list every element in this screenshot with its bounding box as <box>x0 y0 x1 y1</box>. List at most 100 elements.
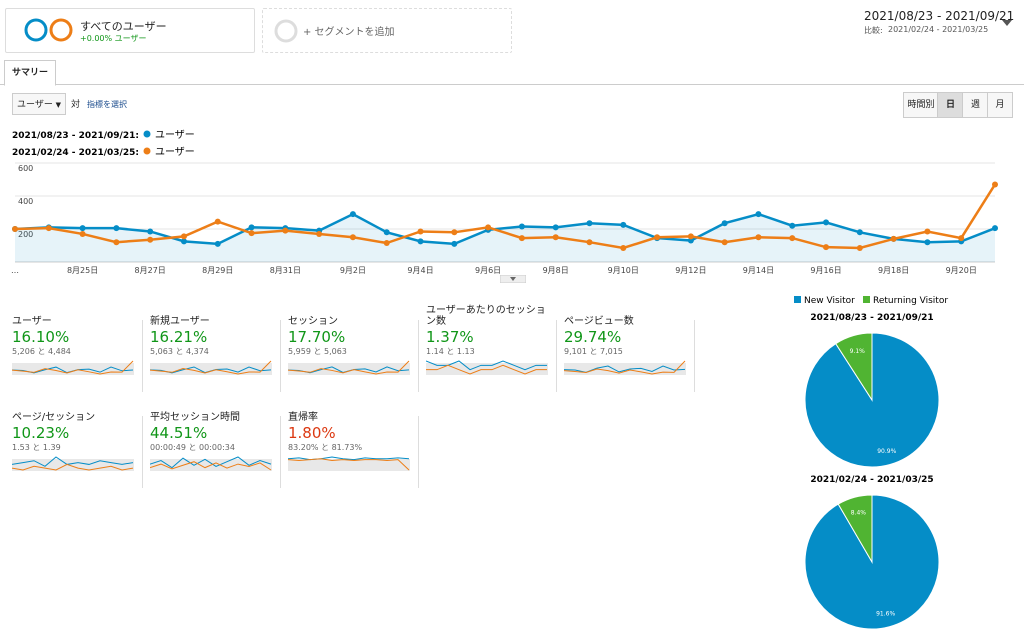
point <box>992 225 998 232</box>
point <box>316 230 323 237</box>
metric-change: 16.10% <box>12 328 70 346</box>
date-dropdown-arrow[interactable] <box>1002 20 1014 28</box>
segment-circle <box>24 18 48 42</box>
point <box>383 240 390 247</box>
metric-label: ユーザーあたりのセッション数 <box>426 305 546 327</box>
point <box>383 229 390 236</box>
granularity-button[interactable]: 週 <box>962 92 989 118</box>
tile-divider <box>556 320 557 392</box>
point <box>518 235 525 242</box>
granularity-button[interactable]: 時間別 <box>903 92 939 118</box>
x-tick-label: 9月8日 <box>543 266 569 275</box>
metric-detail: 83.20% と 81.73% <box>288 443 363 452</box>
pie-slice <box>835 332 873 402</box>
sparkline-bg <box>150 363 272 375</box>
y-tick-label: 200 <box>18 230 33 239</box>
x-tick-label: 8月31日 <box>270 266 301 275</box>
legend-period: 2021/08/23 - 2021/09/21: <box>12 131 139 141</box>
metric-change: 16.21% <box>150 328 208 346</box>
sparkline-bg <box>288 363 410 375</box>
x-tick-label: 9月14日 <box>743 266 774 275</box>
point <box>248 224 255 231</box>
sparkline <box>564 360 686 375</box>
segment-change: +0.00% ユーザー <box>80 34 147 43</box>
compare-range: 2021/02/24 - 2021/03/25 <box>888 25 989 34</box>
point <box>552 224 559 231</box>
metric-change: 29.74% <box>564 328 622 346</box>
select-metric[interactable]: 指標を選択 <box>87 100 127 109</box>
metric-label: ページビュー数 <box>564 316 634 327</box>
add-segment[interactable]: + セグメントを追加 <box>262 8 512 53</box>
point <box>586 239 593 246</box>
legend-name: ユーザー <box>155 129 195 141</box>
point <box>79 225 86 232</box>
sparkline-line <box>12 463 134 471</box>
x-tick-label: 9月12日 <box>675 266 706 275</box>
metric-label: ページ/セッション <box>12 412 96 423</box>
point <box>518 223 525 230</box>
point <box>451 229 458 236</box>
legend-label: Returning Visitor <box>873 296 948 306</box>
metric-change: 10.23% <box>12 424 70 442</box>
metric-name: ユーザー <box>17 100 53 110</box>
sparkline-line <box>288 458 410 471</box>
sparkline-line <box>12 456 134 467</box>
metric-label: 直帰率 <box>288 412 318 423</box>
point <box>654 234 661 241</box>
x-tick-label: 9月2日 <box>340 266 366 275</box>
summary-tab[interactable]: サマリー <box>4 60 56 86</box>
granularity-button[interactable]: 日 <box>937 92 964 118</box>
point <box>755 211 762 218</box>
x-tick-label: 9月6日 <box>475 266 501 275</box>
collapse-handle[interactable] <box>500 275 526 283</box>
segment-name: すべてのユーザー <box>80 20 167 33</box>
pie-slice <box>837 494 873 564</box>
granularity-button[interactable]: 月 <box>987 92 1013 118</box>
point <box>958 235 965 242</box>
legend-swatch <box>863 296 870 303</box>
point <box>924 239 931 246</box>
tile-divider <box>142 416 143 488</box>
add-circle <box>274 19 298 43</box>
metric-tile: ユーザーあたりのセッション数 1.37% 1.14 と 1.13 <box>426 305 554 383</box>
handle-arrow <box>510 277 516 281</box>
date-range[interactable]: 2021/08/23 - 2021/09/21 <box>864 9 1015 23</box>
sparkline-bg <box>564 363 686 375</box>
sparkline-line <box>426 364 547 375</box>
metric-change: 1.80% <box>288 424 336 442</box>
metric-dropdown[interactable]: ユーザー ▼ <box>12 93 66 115</box>
arrow <box>1002 20 1012 26</box>
legend-label: New Visitor <box>804 296 855 306</box>
metric-tile: 平均セッション時間 44.51% 00:00:49 と 00:00:34 <box>150 401 278 479</box>
line-chart: 2021/08/23 - 2021/09/21: ユーザー 2021/02/24 -… <box>11 129 998 275</box>
metric-detail: 5,959 と 5,063 <box>288 347 347 356</box>
legend-period: 2021/02/24 - 2021/03/25: <box>12 148 139 158</box>
y-tick-label: 600 <box>18 164 33 173</box>
sparkline-line <box>288 360 410 375</box>
point <box>349 234 356 241</box>
pie-value-label: 91.6% <box>876 610 895 617</box>
tile-divider <box>418 320 419 392</box>
segment-card[interactable]: すべてのユーザー +0.00% ユーザー <box>5 8 255 53</box>
sparkline-bg <box>288 459 410 471</box>
sparkline-line <box>426 360 547 371</box>
x-tick-label: 9月18日 <box>878 266 909 275</box>
metric-tile: 直帰率 1.80% 83.20% と 81.73% <box>288 401 416 479</box>
tile-divider <box>418 416 419 488</box>
legend-dot <box>143 130 151 138</box>
sparkline <box>426 360 548 375</box>
point <box>856 244 863 251</box>
metric-label: ユーザー <box>12 316 52 327</box>
sparkline-line <box>12 360 134 375</box>
point <box>417 238 424 245</box>
tile-divider <box>280 416 281 488</box>
pie-value-label: 9.1% <box>850 348 866 355</box>
sparkline-line <box>150 456 272 469</box>
segment-icon <box>24 18 73 42</box>
point <box>620 221 627 228</box>
x-tick-label: 9月20日 <box>946 266 977 275</box>
metric-label: セッション <box>288 316 338 327</box>
point <box>586 220 593 227</box>
segment-circle <box>49 18 73 42</box>
